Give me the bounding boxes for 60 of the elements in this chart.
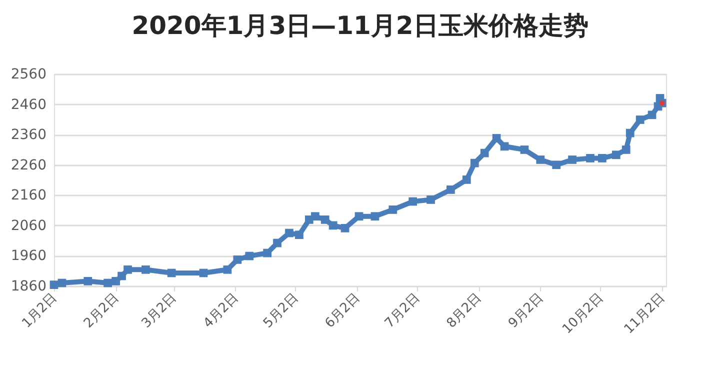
point bbox=[536, 156, 545, 164]
x-tick-label: 7月2日 bbox=[382, 290, 423, 332]
point bbox=[470, 158, 479, 168]
point bbox=[310, 212, 320, 221]
point bbox=[104, 278, 112, 288]
point bbox=[622, 146, 630, 154]
point bbox=[273, 238, 282, 248]
point bbox=[426, 196, 435, 204]
point bbox=[58, 278, 66, 288]
point bbox=[142, 265, 150, 274]
point bbox=[223, 265, 232, 274]
x-tick-label: 11月2日 bbox=[622, 290, 668, 338]
point bbox=[199, 268, 208, 278]
point bbox=[636, 116, 644, 124]
y-tick-label: 2360 bbox=[10, 127, 46, 144]
y-tick-label: 2260 bbox=[10, 157, 46, 174]
point bbox=[586, 154, 594, 162]
point bbox=[340, 224, 350, 232]
x-tick-label: 8月2日 bbox=[444, 290, 485, 332]
point bbox=[500, 142, 509, 151]
y-tick-label: 2160 bbox=[10, 188, 46, 204]
x-tick-label: 2月2日 bbox=[81, 290, 122, 332]
point bbox=[598, 154, 606, 162]
point bbox=[480, 148, 489, 158]
point bbox=[648, 110, 656, 120]
y-tick-label: 1960 bbox=[10, 248, 46, 264]
point bbox=[167, 268, 176, 278]
point bbox=[295, 230, 304, 239]
point bbox=[320, 215, 330, 224]
point bbox=[285, 228, 294, 238]
point bbox=[245, 252, 254, 260]
x-tick-label: 9月2日 bbox=[506, 290, 547, 332]
point bbox=[124, 265, 132, 274]
point bbox=[370, 212, 380, 221]
y-tick-label: 2460 bbox=[10, 96, 46, 113]
x-tick-label: 10月2日 bbox=[560, 290, 606, 338]
point bbox=[462, 176, 471, 184]
point bbox=[568, 156, 576, 164]
x-tick-label: 5月2日 bbox=[260, 290, 302, 332]
point bbox=[446, 186, 455, 194]
point bbox=[354, 212, 364, 221]
point bbox=[626, 128, 634, 138]
point bbox=[233, 255, 242, 264]
point bbox=[520, 146, 529, 154]
y-tick-label: 2060 bbox=[10, 218, 46, 234]
y-tick-label: 2560 bbox=[10, 66, 46, 82]
point bbox=[492, 134, 501, 142]
point bbox=[388, 205, 398, 214]
point bbox=[328, 221, 338, 230]
point bbox=[408, 197, 418, 206]
chart-title: 2020年1月3日—11月2日玉米价格走势 bbox=[132, 11, 588, 40]
point bbox=[612, 150, 620, 160]
point bbox=[552, 160, 561, 170]
point bbox=[84, 276, 92, 286]
point bbox=[50, 280, 58, 289]
point bbox=[263, 248, 272, 258]
x-tick-label: 6月2日 bbox=[322, 290, 364, 332]
point bbox=[118, 272, 126, 280]
x-tick-label: 4月2日 bbox=[200, 290, 242, 332]
x-tick-label: 3月2日 bbox=[139, 290, 180, 332]
